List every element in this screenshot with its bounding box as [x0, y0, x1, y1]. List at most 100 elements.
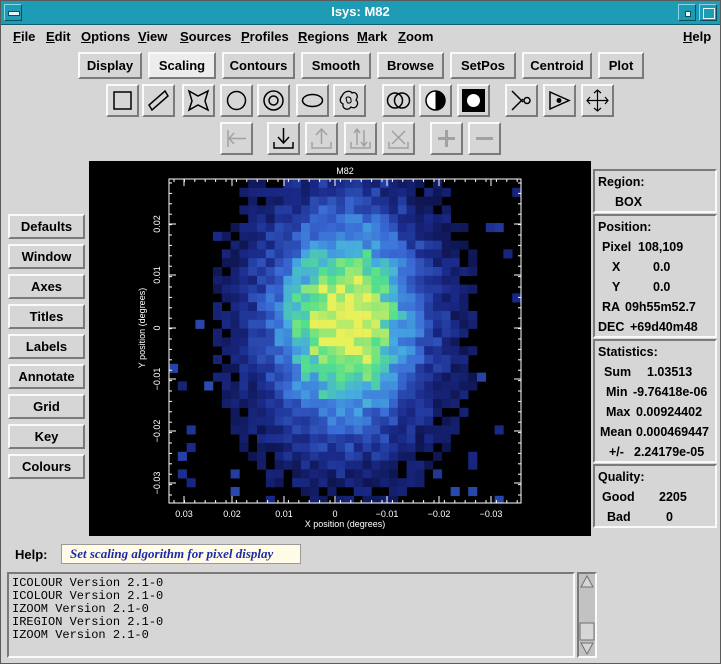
- annulus-icon[interactable]: [257, 84, 290, 117]
- tab-contours[interactable]: Contours: [222, 52, 295, 79]
- image-pixel: [292, 443, 302, 453]
- image-pixel: [265, 372, 275, 382]
- image-pixel: [257, 443, 267, 453]
- image-pixel: [441, 399, 451, 409]
- image-pixel: [221, 293, 231, 303]
- tab-browse[interactable]: Browse: [377, 52, 444, 79]
- window-button[interactable]: Window: [8, 244, 85, 269]
- image-pixel: [248, 214, 258, 224]
- image-display[interactable]: M82 0.03 0.02 0.01 0 −0.01 −0.02 −0.03 X…: [89, 161, 591, 536]
- menu-file[interactable]: File: [13, 29, 36, 44]
- image-pixel: [309, 381, 319, 391]
- annotate-button[interactable]: Annotate: [8, 364, 85, 389]
- image-pixel: [186, 443, 196, 453]
- menu-edit[interactable]: Edit: [46, 29, 71, 44]
- titles-button[interactable]: Titles: [8, 304, 85, 329]
- image-pixel: [441, 293, 451, 303]
- union-icon[interactable]: [382, 84, 415, 117]
- image-pixel: [371, 179, 381, 189]
- image-pixel: [397, 407, 407, 417]
- image-pixel: [345, 372, 355, 382]
- tab-centroid[interactable]: Centroid: [522, 52, 592, 79]
- image-pixel: [468, 346, 478, 356]
- menu-options[interactable]: Options: [81, 29, 131, 44]
- maximize-button[interactable]: [699, 4, 717, 21]
- image-pixel: [380, 319, 390, 329]
- image-pixel: [309, 231, 319, 241]
- tab-plot[interactable]: Plot: [598, 52, 644, 79]
- image-pixel: [327, 205, 337, 215]
- menu-sources[interactable]: Sources: [180, 29, 232, 44]
- image-pixel: [327, 187, 337, 197]
- scroll-down-icon[interactable]: [580, 642, 594, 656]
- ellipse-icon[interactable]: [296, 84, 329, 117]
- tab-scaling[interactable]: Scaling: [148, 52, 216, 79]
- arrow-icon[interactable]: [543, 84, 576, 117]
- image-pixel: [265, 187, 275, 197]
- image-pixel: [345, 284, 355, 294]
- move-icon[interactable]: [581, 84, 614, 117]
- image-pixel: [292, 249, 302, 259]
- rotated-box-icon[interactable]: [142, 84, 175, 117]
- grid-button[interactable]: Grid: [8, 394, 85, 419]
- complement-icon[interactable]: [419, 84, 452, 117]
- image-pixel: [327, 267, 337, 277]
- shift-icon[interactable]: [344, 122, 377, 155]
- x-tick-1: 0.02: [223, 509, 241, 519]
- menu-view[interactable]: View: [138, 29, 168, 44]
- message-log[interactable]: ICOLOUR Version 2.1-0 ICOLOUR Version 2.…: [7, 572, 575, 658]
- image-pixel: [274, 302, 284, 312]
- image-pixel: [362, 460, 372, 470]
- image-pixel: [301, 337, 311, 347]
- image-pixel: [371, 214, 381, 224]
- tab-setpos[interactable]: SetPos: [450, 52, 516, 79]
- image-pixel: [353, 372, 363, 382]
- image-pixel: [345, 381, 355, 391]
- minimize-button[interactable]: [678, 4, 696, 21]
- scroll-up-icon[interactable]: [580, 574, 594, 588]
- tab-display[interactable]: Display: [78, 52, 142, 79]
- image-pixel: [441, 223, 451, 233]
- circle-icon[interactable]: [220, 84, 253, 117]
- polygon-icon[interactable]: [182, 84, 215, 117]
- exclude-icon[interactable]: [457, 84, 490, 117]
- image-pixel: [406, 258, 416, 268]
- labels-button[interactable]: Labels: [8, 334, 85, 359]
- key-button[interactable]: Key: [8, 424, 85, 449]
- plus-icon[interactable]: [430, 122, 463, 155]
- image-pixel: [336, 179, 346, 189]
- defaults-button[interactable]: Defaults: [8, 214, 85, 239]
- menu-mark[interactable]: Mark: [357, 29, 388, 44]
- image-pixel: [301, 460, 311, 470]
- position-panel: Position: Pixel 108,109 X 0.0 Y 0.0 RA 0…: [593, 214, 717, 338]
- image-pixel: [441, 275, 451, 285]
- prev-icon[interactable]: [220, 122, 253, 155]
- colours-button[interactable]: Colours: [8, 454, 85, 479]
- menu-profiles[interactable]: Profiles: [241, 29, 289, 44]
- minus-icon[interactable]: [468, 122, 501, 155]
- menu-regions[interactable]: Regions: [298, 29, 350, 44]
- image-pixel: [362, 495, 372, 503]
- image-pixel: [239, 363, 249, 373]
- import-icon[interactable]: [267, 122, 300, 155]
- axes-button[interactable]: Axes: [8, 274, 85, 299]
- scroll-thumb[interactable]: [579, 622, 595, 641]
- menu-help[interactable]: Help: [683, 29, 712, 44]
- image-pixel: [265, 214, 275, 224]
- cut-icon[interactable]: [505, 84, 538, 117]
- menu-zoom[interactable]: Zoom: [398, 29, 434, 44]
- image-pixel: [336, 284, 346, 294]
- tab-smooth[interactable]: Smooth: [301, 52, 371, 79]
- delete-icon[interactable]: [382, 122, 415, 155]
- image-pixel: [441, 390, 451, 400]
- image-pixel: [353, 337, 363, 347]
- irregular-icon[interactable]: [333, 84, 366, 117]
- box-icon[interactable]: [106, 84, 139, 117]
- image-pixel: [301, 390, 311, 400]
- window-menu-button[interactable]: [4, 4, 22, 21]
- image-pixel: [397, 311, 407, 321]
- log-scrollbar[interactable]: [577, 572, 597, 658]
- title-bar[interactable]: Isys: M82: [1, 1, 720, 25]
- export-icon[interactable]: [305, 122, 338, 155]
- image-pixel: [336, 319, 346, 329]
